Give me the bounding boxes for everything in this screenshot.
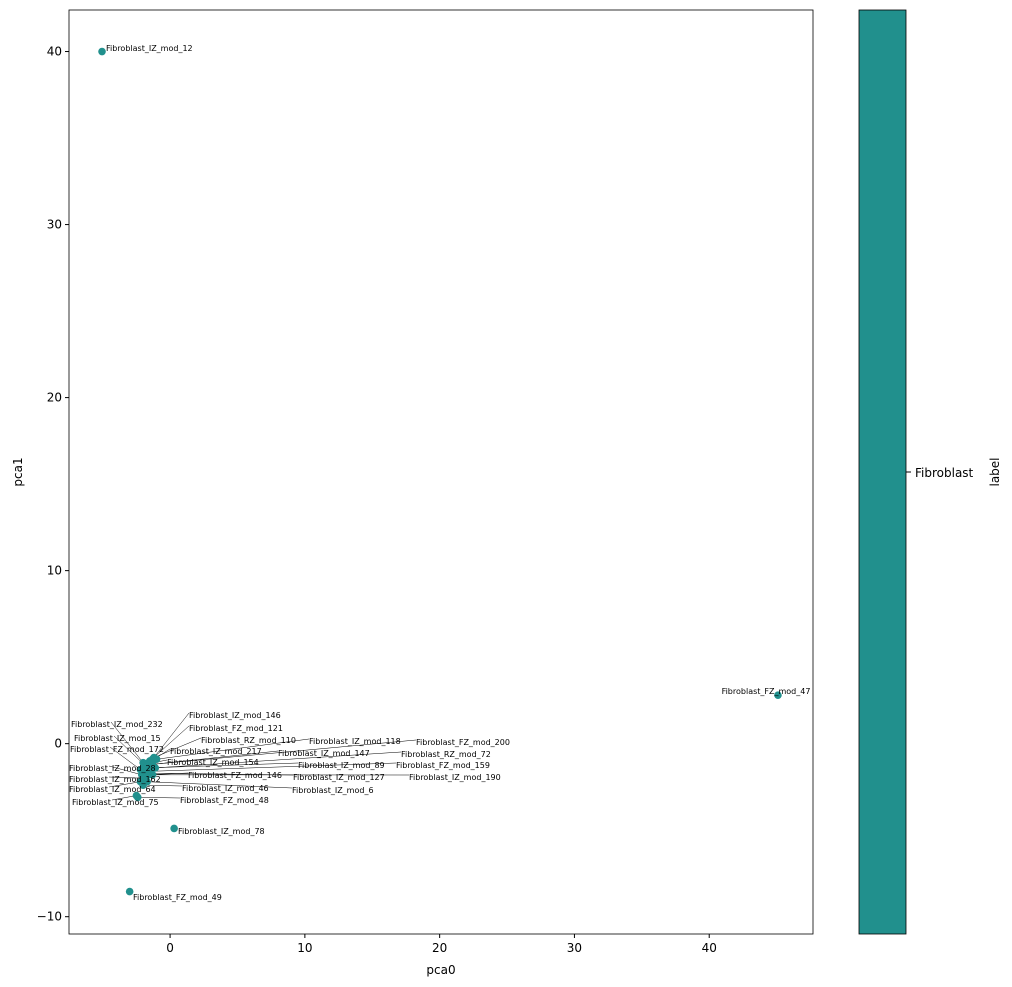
plot-frame — [68, 9, 814, 935]
point-label: Fibroblast_IZ_mod_64 — [69, 785, 156, 794]
point — [151, 764, 160, 772]
point-label: Fibroblast_IZ_mod_147 — [278, 749, 370, 758]
point — [133, 793, 142, 802]
y-tick-label: 0 — [54, 737, 62, 751]
point-label: Fibroblast_IZ_mod_190 — [409, 773, 501, 782]
point — [170, 824, 178, 833]
y-tick-label: 10 — [47, 564, 62, 578]
point — [152, 755, 161, 764]
point-label: Fibroblast_RZ_mod_110 — [201, 736, 296, 745]
point — [125, 887, 134, 896]
point-label: Fibroblast_FZ_mod_49 — [133, 893, 222, 902]
point-label: Fibroblast_IZ_mod_154 — [167, 758, 259, 767]
point-label: Fibroblast_IZ_mod_6 — [292, 786, 374, 795]
colorbar-tick-label: Fibroblast — [915, 466, 974, 480]
annotation-line — [147, 762, 299, 769]
point-label: Fibroblast_IZ_mod_15 — [74, 734, 161, 743]
point-label: Fibroblast_IZ_mod_78 — [178, 827, 265, 836]
point-label: Fibroblast_FZ_mod_200 — [416, 738, 510, 747]
point-label: Fibroblast_FZ_mod_47 — [722, 687, 811, 696]
point — [98, 47, 106, 56]
x-tick-label: 40 — [702, 941, 717, 955]
colorbar — [858, 9, 907, 935]
x-tick-label: 30 — [567, 941, 582, 955]
colorbar-label: label — [988, 457, 1002, 486]
point-label: Fibroblast_IZ_mod_162 — [69, 775, 161, 784]
point-label: Fibroblast_IZ_mod_28 — [69, 764, 156, 773]
point-label: Fibroblast_FZ_mod_121 — [189, 724, 283, 733]
annotation-line — [109, 746, 141, 770]
point — [148, 771, 157, 779]
y-tick-label: 30 — [47, 218, 62, 232]
y-axis-label: pca1 — [11, 457, 25, 486]
point-label: Fibroblast_IZ_mod_146 — [189, 711, 281, 720]
y-tick-label: −10 — [37, 910, 62, 924]
annotation-line — [152, 712, 190, 760]
annotation-line — [108, 781, 141, 788]
y-tick-label: 20 — [47, 391, 62, 405]
point-label: Fibroblast_IZ_mod_89 — [298, 761, 385, 770]
annotation-line — [149, 762, 397, 772]
x-tick-label: 0 — [166, 941, 174, 955]
annotation-line — [137, 797, 181, 799]
x-tick-label: 10 — [297, 941, 312, 955]
point-label: Fibroblast_RZ_mod_72 — [401, 750, 491, 759]
x-axis-label: pca0 — [426, 963, 455, 977]
x-tick-label: 20 — [432, 941, 447, 955]
point — [142, 769, 150, 777]
point — [774, 691, 782, 700]
point-label: Fibroblast_IZ_mod_232 — [71, 720, 163, 729]
point-label: Fibroblast_FZ_mod_48 — [180, 796, 269, 805]
y-tick-label: 40 — [47, 45, 62, 59]
point-label: Fibroblast_IZ_mod_46 — [182, 784, 269, 793]
point-label: Fibroblast_IZ_mod_217 — [170, 747, 262, 756]
point-label: Fibroblast_IZ_mod_75 — [72, 798, 159, 807]
annotation-line — [156, 738, 310, 760]
annotation-line — [110, 721, 144, 763]
annotation-line — [155, 751, 402, 769]
annotation-line — [143, 784, 183, 787]
annotation-line — [108, 765, 142, 776]
annotation-line — [108, 776, 145, 779]
point — [143, 777, 151, 786]
annotation-line — [147, 781, 293, 789]
point-label: Fibroblast_IZ_mod_127 — [293, 773, 385, 782]
annotation-line — [152, 750, 279, 765]
point-label: Fibroblast_IZ_mod_118 — [309, 737, 401, 746]
point-label: Fibroblast_FZ_mod_146 — [188, 771, 282, 780]
annotation-line — [111, 795, 137, 801]
point-label: Fibroblast_IZ_mod_12 — [106, 44, 193, 53]
annotation-line — [151, 739, 417, 765]
point-label: Fibroblast_FZ_mod_172 — [70, 745, 164, 754]
point-label: Fibroblast_FZ_mod_159 — [396, 761, 490, 770]
